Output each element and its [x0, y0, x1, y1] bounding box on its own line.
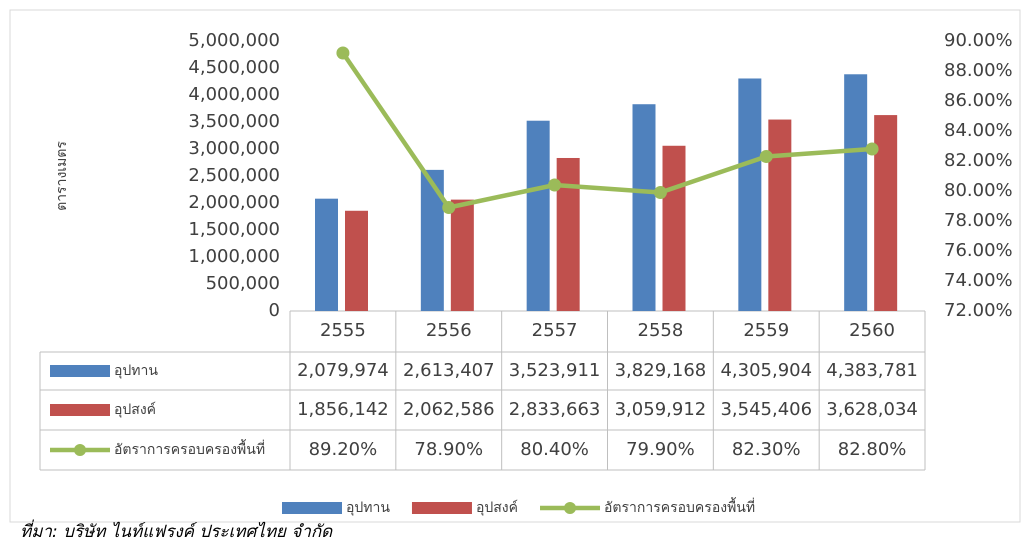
bar: [420, 169, 444, 311]
x-tick-label: 2555: [320, 320, 366, 341]
table-cell: 3,059,912: [615, 399, 707, 420]
y-tick-label: 1,000,000: [188, 246, 280, 267]
x-tick-label: 2560: [849, 320, 895, 341]
line-marker: [442, 201, 456, 214]
bar: [844, 74, 868, 312]
table-cell: 79.90%: [626, 439, 695, 460]
table-series-name: อุปทาน: [114, 363, 158, 379]
bar: [450, 199, 474, 311]
y-axis-label: ตารางเมตร: [54, 141, 70, 211]
legend-label: อุปทาน: [346, 500, 390, 516]
line-marker: [759, 150, 773, 163]
table-legend-key: [50, 404, 110, 416]
y2-tick-label: 76.00%: [944, 240, 1013, 261]
bar: [315, 198, 338, 311]
bar: [874, 115, 898, 311]
legend-key: [282, 502, 342, 514]
table-cell: 4,305,904: [720, 360, 812, 381]
legend-label: อุปสงค์: [476, 499, 518, 516]
y2-tick-label: 84.00%: [944, 120, 1013, 141]
y-tick-label: 5,000,000: [188, 30, 280, 51]
table-series-name: อุปสงค์: [114, 401, 156, 418]
line: [341, 51, 873, 210]
table-cell: 3,523,911: [509, 360, 601, 381]
bar: [556, 157, 580, 311]
table-cell: 78.90%: [414, 439, 483, 460]
y-tick-label: 3,000,000: [188, 138, 280, 159]
bar: [632, 104, 656, 311]
y2-tick-label: 86.00%: [944, 90, 1013, 111]
table-legend-key: [74, 444, 86, 456]
y2-tick-label: 88.00%: [944, 60, 1013, 81]
table-cell: 3,628,034: [826, 399, 918, 420]
x-tick-label: 2556: [426, 320, 472, 341]
y2-tick-label: 80.00%: [944, 180, 1013, 201]
source-note: ที่มา: บริษัท ไนท์แฟรงค์ ประเทศไทย จำกัด: [20, 519, 333, 542]
table-series-name: อัตราการครอบครองพื้นที่: [114, 439, 265, 458]
x-tick-label: 2557: [532, 320, 578, 341]
table-cell: 3,829,168: [615, 360, 707, 381]
y-tick-label: 0: [269, 300, 280, 321]
y2-tick-label: 82.00%: [944, 150, 1013, 171]
bar: [738, 78, 762, 311]
table-cell: 2,062,586: [403, 399, 495, 420]
y-tick-label: 4,000,000: [188, 84, 280, 105]
table-cell: 82.30%: [732, 439, 801, 460]
bar: [768, 119, 792, 312]
table-cell: 80.40%: [520, 439, 589, 460]
y-tick-label: 2,000,000: [188, 192, 280, 213]
table-cell: 2,613,407: [403, 360, 495, 381]
line-marker: [865, 142, 879, 156]
bar: [526, 120, 550, 312]
bar: [345, 210, 368, 311]
y-tick-label: 1,500,000: [188, 219, 280, 240]
table-cell: 2,833,663: [509, 399, 601, 420]
table-cell: 2,079,974: [297, 360, 389, 381]
table-cell: 82.80%: [838, 439, 907, 460]
line-marker: [548, 178, 562, 192]
y-tick-label: 4,500,000: [188, 57, 280, 78]
x-tick-label: 2558: [638, 320, 684, 341]
y2-tick-label: 90.00%: [944, 30, 1013, 51]
y2-tick-label: 74.00%: [944, 270, 1013, 291]
bar: [662, 145, 686, 311]
y2-tick-label: 78.00%: [944, 210, 1013, 231]
table-cell: 1,856,142: [297, 399, 389, 420]
line-marker: [653, 186, 667, 199]
table-cell: 89.20%: [309, 439, 378, 460]
line-marker: [336, 46, 350, 60]
y-tick-label: 500,000: [206, 273, 280, 294]
table-legend-key: [50, 365, 110, 377]
legend-key: [411, 502, 472, 514]
legend-label: อัตราการครอบครองพื้นที่: [604, 497, 755, 516]
legend-key: [564, 502, 577, 514]
y-tick-label: 2,500,000: [188, 165, 280, 186]
table-cell: 4,383,781: [826, 360, 918, 381]
x-tick-label: 2559: [743, 320, 789, 341]
y2-tick-label: 72.00%: [944, 300, 1013, 321]
y-tick-label: 3,500,000: [188, 111, 280, 132]
table-cell: 3,545,406: [720, 399, 812, 420]
